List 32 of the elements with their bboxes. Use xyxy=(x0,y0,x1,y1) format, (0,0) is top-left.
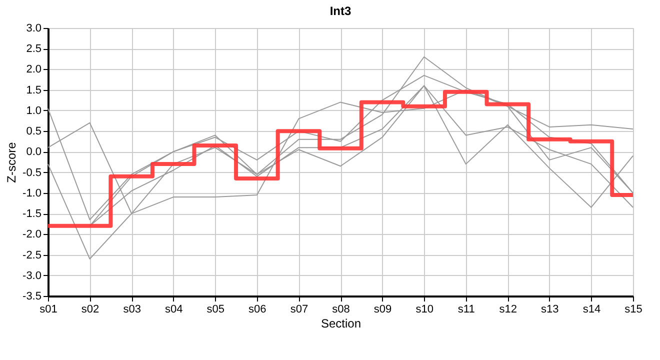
chart-title: Int3 xyxy=(330,4,352,18)
x-tick-label: s10 xyxy=(416,304,434,316)
y-tick-label: 2.0 xyxy=(26,64,42,76)
y-tick-label: 2.5 xyxy=(26,43,42,56)
x-tick-label: s03 xyxy=(123,304,141,316)
x-tick-label: s02 xyxy=(81,304,100,316)
x-tick-label: s11 xyxy=(458,304,475,316)
y-tick-label: -3.0 xyxy=(22,270,42,282)
y-tick-label: -1.5 xyxy=(22,208,42,220)
y-tick-label: 1.5 xyxy=(26,84,42,96)
y-tick-label: -2.5 xyxy=(22,249,42,262)
x-tick-label: s09 xyxy=(374,304,392,316)
x-tick-label: s12 xyxy=(499,304,518,316)
x-tick-label: s05 xyxy=(206,304,225,316)
x-tick-label: s15 xyxy=(624,304,642,316)
y-tick-label: 0.0 xyxy=(26,146,42,158)
y-tick-label: -1.0 xyxy=(22,187,42,200)
x-tick-label: s14 xyxy=(582,304,601,316)
x-tick-label: s13 xyxy=(541,304,559,316)
y-tick-label: 1.0 xyxy=(26,104,42,117)
y-axis-title: Z-score xyxy=(4,142,19,183)
y-tick-label: -0.5 xyxy=(22,166,42,179)
x-tick-label: s08 xyxy=(332,304,350,316)
x-tick-label: s04 xyxy=(164,304,183,316)
x-tick-label: s01 xyxy=(40,304,58,316)
y-tick-label: -2.0 xyxy=(22,228,42,241)
x-tick-label: s07 xyxy=(290,304,308,316)
y-tick-label: -3.5 xyxy=(22,290,42,302)
y-tick-label: 0.5 xyxy=(26,126,42,138)
x-axis-title: Section xyxy=(320,316,362,330)
y-tick-label: 3.0 xyxy=(26,22,42,34)
x-tick-label: s06 xyxy=(248,304,266,316)
